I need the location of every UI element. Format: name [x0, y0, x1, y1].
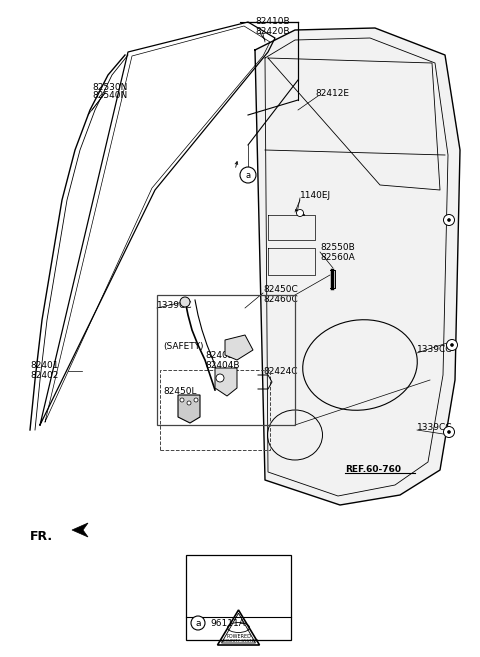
Circle shape [451, 344, 454, 346]
Text: 82412E: 82412E [315, 89, 349, 97]
Circle shape [187, 401, 191, 405]
Text: 1140EJ: 1140EJ [300, 191, 331, 200]
Polygon shape [215, 368, 237, 396]
Text: 1339CC: 1339CC [417, 422, 453, 432]
Text: 82404B: 82404B [205, 361, 240, 369]
Text: (SAFETY): (SAFETY) [163, 342, 204, 350]
Text: FR.: FR. [30, 530, 53, 543]
Circle shape [447, 219, 451, 221]
Text: 82540N: 82540N [92, 91, 127, 101]
Text: 82560A: 82560A [320, 254, 355, 263]
Circle shape [216, 374, 224, 382]
Circle shape [444, 214, 455, 225]
Circle shape [240, 167, 256, 183]
Text: 82403B: 82403B [205, 351, 240, 361]
Circle shape [446, 340, 457, 350]
Circle shape [444, 426, 455, 438]
Text: 82401: 82401 [30, 361, 59, 371]
Text: 1339CC: 1339CC [417, 346, 453, 355]
Polygon shape [255, 28, 460, 505]
Text: 82450C: 82450C [263, 286, 298, 294]
Circle shape [180, 297, 190, 307]
Text: 1339CC: 1339CC [157, 302, 192, 311]
Text: 82424C: 82424C [263, 367, 298, 376]
Text: 82450L: 82450L [163, 386, 196, 396]
Text: 82550B: 82550B [320, 244, 355, 252]
Text: SECURITY SYSTEM: SECURITY SYSTEM [220, 639, 257, 643]
Text: 82420B: 82420B [255, 26, 289, 35]
FancyBboxPatch shape [186, 555, 291, 640]
Circle shape [191, 616, 205, 630]
Circle shape [447, 430, 451, 434]
Text: 96111A: 96111A [210, 618, 245, 627]
Circle shape [297, 210, 303, 217]
Text: a: a [195, 618, 201, 627]
Circle shape [180, 398, 184, 402]
Text: 82460C: 82460C [263, 294, 298, 304]
Polygon shape [72, 523, 88, 537]
Text: 82402: 82402 [30, 371, 59, 380]
Circle shape [194, 398, 198, 402]
Polygon shape [178, 395, 200, 423]
Text: REF.60-760: REF.60-760 [345, 464, 401, 474]
Text: 82410B: 82410B [255, 18, 289, 26]
Text: POWERED: POWERED [226, 634, 251, 639]
Polygon shape [225, 335, 253, 360]
Text: 82530N: 82530N [92, 83, 127, 91]
Text: a: a [245, 171, 251, 179]
